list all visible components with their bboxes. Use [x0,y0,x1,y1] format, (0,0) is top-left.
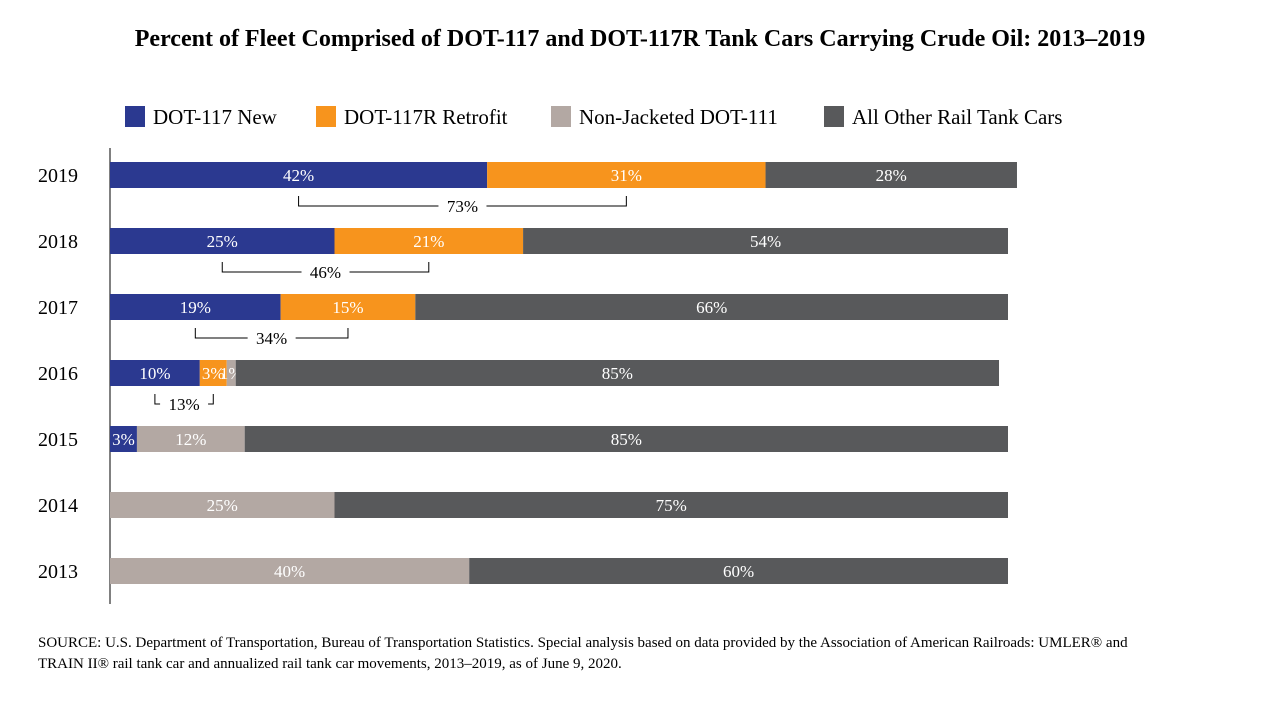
combined-bracket-2017: 34% [194,328,349,348]
bar-label-2016-dot-117-new: 10% [139,364,170,383]
bar-2013-all-other-rail-tank-cars [469,558,1008,584]
category-label-2018: 2018 [38,231,78,253]
combined-bracket-2016: 13% [154,394,214,414]
bar-label-2016-all-other-rail-tank-cars: 85% [602,364,633,383]
category-label-2016: 2016 [38,363,78,385]
legend: DOT-117 New DOT-117R Retrofit Non-Jacketed… [125,105,1062,129]
bar-2016-all-other-rail-tank-cars [235,360,1000,386]
bar-row-2014: 2014 25% 75% [38,492,1008,518]
legend-swatch-dot-117r-retrofit [316,106,336,127]
bar-label-2017-dot-117-new: 19% [180,298,211,317]
combined-label-2019: 73% [447,197,478,216]
bar-label-2018-dot-117-new: 25% [207,232,238,251]
bar-label-2014-non-jacketed-dot-111: 25% [207,496,238,515]
bar-2014-non-jacketed-dot-111 [110,492,335,518]
bar-2016-dot-117r-retrofit [199,360,227,386]
legend-label-non-jacketed-dot-111: Non-Jacketed DOT-111 [579,105,778,129]
bar-2015-all-other-rail-tank-cars [244,426,1008,452]
bar-2017-dot-117-new [110,294,281,320]
bar-label-2018-all-other-rail-tank-cars: 54% [750,232,781,251]
bar-2019-dot-117-new [110,162,488,188]
bar-2016-dot-117-new [110,360,200,386]
category-label-2019: 2019 [38,165,78,187]
bar-label-2015-non-jacketed-dot-111: 12% [175,430,206,449]
bar-row-2019: 2019 42% 31% 28% 73% [38,162,1017,216]
bar-2017-dot-117r-retrofit [280,294,416,320]
category-label-2015: 2015 [38,429,78,451]
bar-2013-non-jacketed-dot-111 [110,558,470,584]
bar-label-2017-all-other-rail-tank-cars: 66% [696,298,727,317]
legend-swatch-dot-117-new [125,106,145,127]
combined-label-2017: 34% [256,329,287,348]
chart-title: Percent of Fleet Comprised of DOT-117 an… [134,26,1146,52]
bar-label-2019-dot-117-new: 42% [283,166,314,185]
bar-label-2019-all-other-rail-tank-cars: 28% [876,166,907,185]
combined-label-2016: 13% [168,395,199,414]
bar-label-2015-all-other-rail-tank-cars: 85% [611,430,642,449]
bar-label-2015-dot-117-new: 3% [112,430,135,449]
bar-row-2018: 2018 25% 21% 54% 46% [38,228,1008,282]
legend-swatch-all-other-rail-tank-cars [824,106,844,127]
bar-label-2013-all-other-rail-tank-cars: 60% [723,562,754,581]
chart-rows: 2019 42% 31% 28% 73% 2018 25% 21% 54% 46% 2017 19% 1… [38,162,1017,584]
bar-label-2019-dot-117r-retrofit: 31% [611,166,642,185]
bar-row-2013: 2013 40% 60% [38,558,1008,584]
bar-2017-all-other-rail-tank-cars [415,294,1008,320]
category-label-2014: 2014 [38,495,78,517]
bar-label-2014-all-other-rail-tank-cars: 75% [656,496,687,515]
bar-label-2018-dot-117r-retrofit: 21% [413,232,444,251]
combined-bracket-2019: 73% [298,196,627,216]
category-label-2017: 2017 [38,297,78,319]
bar-2015-non-jacketed-dot-111 [136,426,245,452]
bar-2018-dot-117-new [110,228,335,254]
source-note: SOURCE: U.S. Department of Transportatio… [38,635,1128,672]
bar-label-2017-dot-117r-retrofit: 15% [332,298,363,317]
bar-2019-all-other-rail-tank-cars [765,162,1017,188]
bar-label-2016-dot-117r-retrofit: 3% [202,364,225,383]
bar-label-2013-non-jacketed-dot-111: 40% [274,562,305,581]
legend-swatch-non-jacketed-dot-111 [551,106,571,127]
bar-2018-dot-117r-retrofit [334,228,524,254]
bar-row-2017: 2017 19% 15% 66% 34% [38,294,1008,348]
bar-2016-non-jacketed-dot-111 [226,360,236,386]
bar-row-2015: 2015 3% 12% 85% [38,426,1008,452]
legend-label-dot-117-new: DOT-117 New [153,105,278,129]
legend-label-dot-117r-retrofit: DOT-117R Retrofit [344,105,508,129]
bar-2015-dot-117-new [110,426,137,452]
combined-bracket-2018: 46% [221,262,430,282]
legend-label-all-other-rail-tank-cars: All Other Rail Tank Cars [852,105,1062,129]
combined-label-2018: 46% [310,263,341,282]
bar-row-2016: 2016 10% 3%1% 85%13% [38,360,1000,414]
bar-2014-all-other-rail-tank-cars [334,492,1008,518]
bar-2019-dot-117r-retrofit [487,162,766,188]
bar-2018-all-other-rail-tank-cars [523,228,1008,254]
category-label-2013: 2013 [38,561,78,583]
